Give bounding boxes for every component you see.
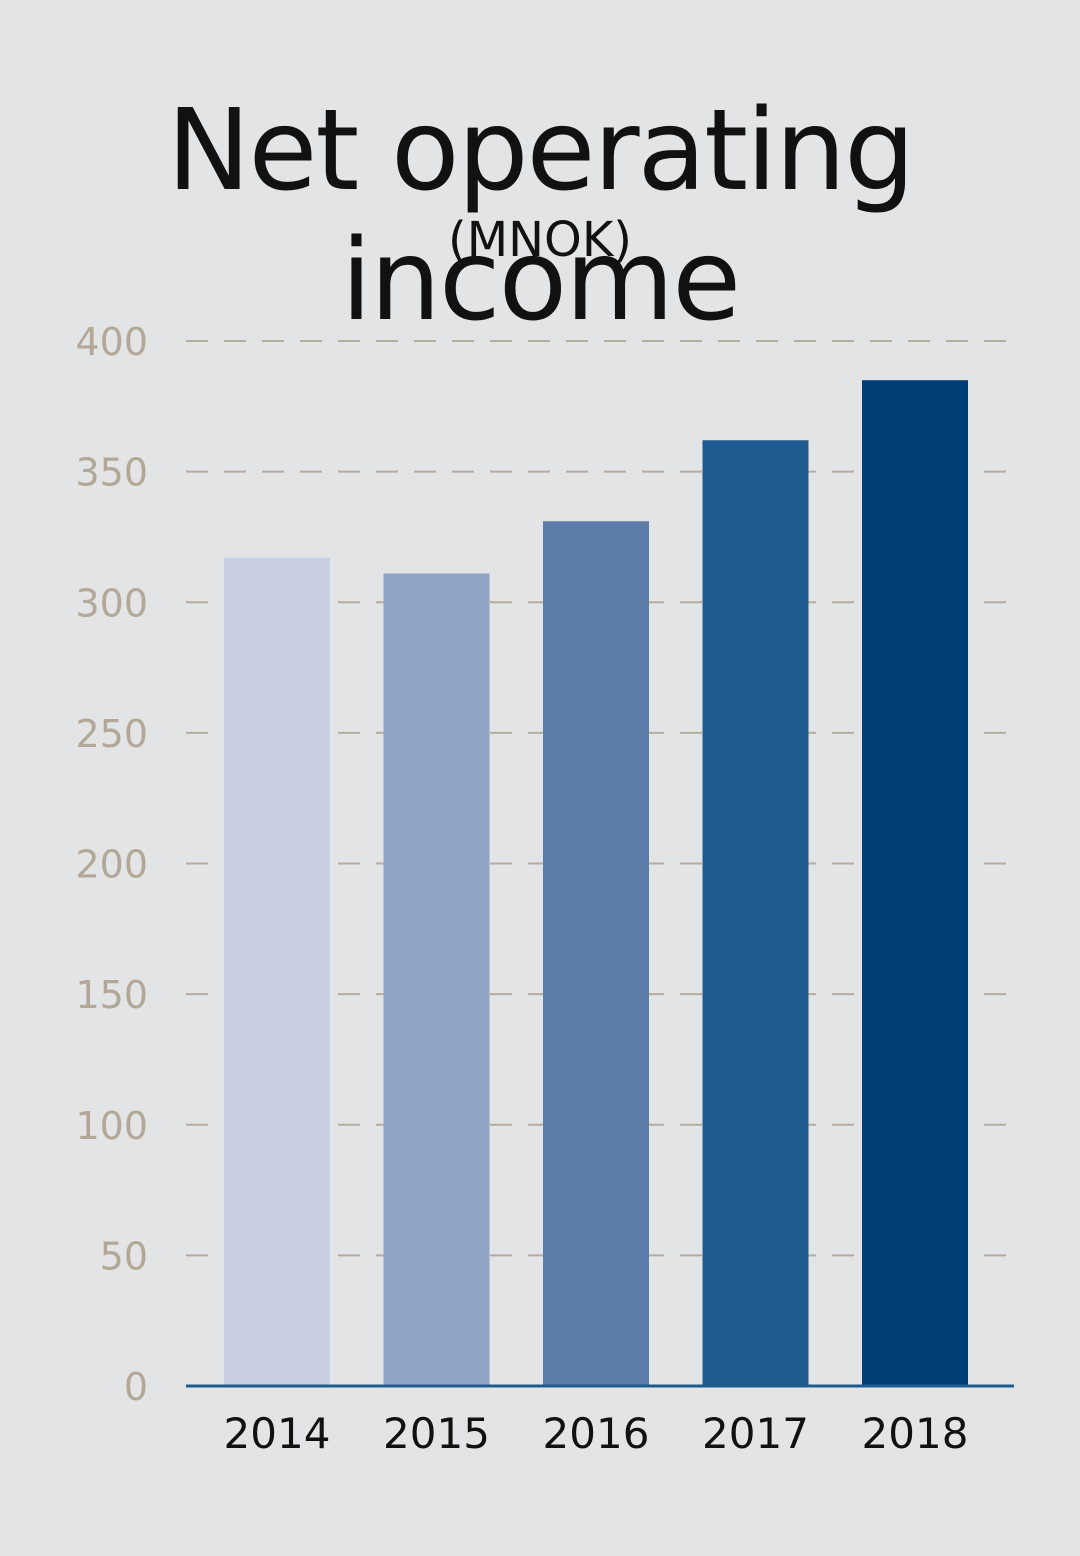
- x-axis-tick-labels: 2014 2015 2016 2017 2018: [224, 1409, 969, 1458]
- bar-2018: [862, 380, 968, 1386]
- y-tick-label: 250: [75, 712, 148, 756]
- chart-title: Net operating income: [166, 86, 916, 346]
- x-tick-label: 2015: [383, 1409, 490, 1458]
- x-tick-label: 2014: [224, 1409, 331, 1458]
- x-tick-label: 2018: [862, 1409, 969, 1458]
- y-tick-label: 400: [75, 320, 148, 364]
- bar-2015: [383, 573, 490, 1386]
- x-tick-label: 2016: [543, 1409, 650, 1458]
- bar-2017: [702, 440, 809, 1386]
- y-tick-label: 350: [75, 451, 148, 495]
- bar-2014: [224, 557, 330, 1386]
- y-axis-tick-labels: 0 50 100 150 200 250 300 350 400: [75, 320, 148, 1409]
- y-tick-label: 200: [75, 843, 148, 887]
- y-tick-label: 0: [124, 1365, 148, 1409]
- y-tick-label: 150: [75, 973, 148, 1017]
- y-tick-label: 100: [75, 1104, 148, 1148]
- y-tick-label: 50: [100, 1234, 148, 1278]
- chart-subtitle: (MNOK): [447, 212, 633, 268]
- bars: [224, 380, 968, 1386]
- y-tick-label: 300: [75, 581, 148, 625]
- bar-2016: [543, 521, 649, 1386]
- x-tick-label: 2017: [702, 1409, 809, 1458]
